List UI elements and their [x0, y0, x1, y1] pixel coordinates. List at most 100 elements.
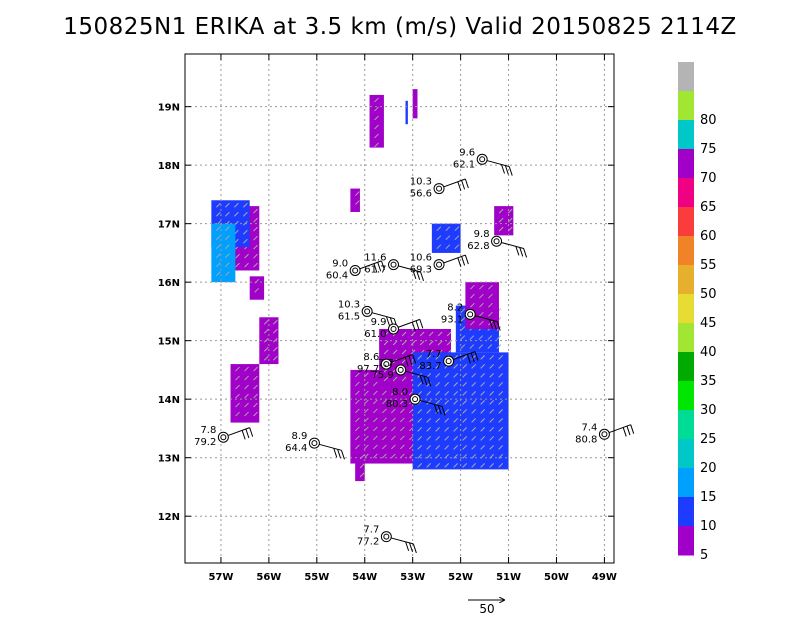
colorbar: 80 75 70 65 60 55 50 45 40 35 30 25 20 15 10 5 [678, 62, 717, 563]
colorbar-label: 10 [700, 519, 717, 534]
wind-vector [498, 418, 504, 423]
station: 10.361.5 [338, 299, 398, 328]
wind-vector [480, 409, 486, 414]
station-value: 60.4 [326, 270, 348, 281]
wind-vector [383, 349, 389, 355]
reference-label: 50 [479, 602, 494, 616]
wind-vector [453, 400, 459, 405]
wind-vector [470, 293, 475, 299]
station-symbol [380, 531, 392, 543]
y-tick-label: 16N [158, 278, 180, 289]
wind-vector [417, 427, 423, 432]
colorbar-label: 35 [700, 374, 717, 389]
wind-vector [444, 436, 450, 441]
wind-vector [471, 418, 477, 423]
wind-vector [478, 335, 484, 340]
colorbar-label: 75 [700, 142, 717, 157]
wind-barb-flag [470, 352, 475, 363]
wind-vector [253, 262, 258, 268]
wind-vector [428, 340, 434, 346]
wind-vector [462, 463, 468, 468]
colorbar-label: 50 [700, 287, 717, 302]
wind-vector [460, 335, 466, 340]
wind-vector [253, 217, 258, 223]
station: 8.964.4 [285, 431, 345, 460]
wind-vector [480, 427, 486, 432]
colorbar-swatch [678, 236, 694, 266]
plot-frame [184, 53, 615, 564]
wind-vector [374, 133, 379, 139]
wind-vector [444, 463, 450, 468]
station-speed: 9.6 [459, 147, 475, 158]
wind-barb-flag [630, 424, 635, 434]
station-speed: 10.3 [338, 299, 360, 310]
wind-vector [355, 408, 360, 414]
wind-vector [225, 211, 230, 217]
station-symbol-inner [220, 434, 227, 441]
wind-vector [426, 445, 432, 450]
station-speed: 9.0 [332, 258, 348, 269]
wind-vector [392, 349, 398, 355]
wind-vector [272, 319, 278, 325]
wind-vector [498, 436, 504, 441]
wind-vector [216, 202, 221, 208]
wind-vector [355, 200, 360, 205]
wind-vector [263, 355, 269, 361]
station-value: 77.2 [357, 537, 379, 548]
wind-barb-flag [420, 271, 425, 282]
wind-vector [373, 453, 378, 459]
wind-vector [243, 202, 248, 208]
wind-vector [480, 382, 486, 387]
wind-barb-flag [377, 262, 382, 272]
station-symbol [380, 358, 392, 370]
wind-vector [437, 340, 443, 346]
colorbar-swatch [678, 120, 694, 150]
wind-vector [383, 340, 389, 346]
wind-vector [470, 284, 475, 290]
wind-barb-flag [461, 256, 466, 266]
wind-vector [263, 319, 269, 325]
station-speed: 8.0 [392, 387, 408, 398]
wind-vector [478, 344, 484, 349]
wind-vector [445, 244, 451, 250]
wind-vector [410, 349, 416, 355]
wind-vector [244, 411, 249, 417]
wind-vector [417, 418, 423, 423]
wind-vector [417, 463, 423, 468]
wind-barb-flag [423, 375, 428, 386]
colorbar-label: 40 [700, 345, 717, 360]
station-symbol [476, 153, 488, 165]
wind-vector [488, 284, 493, 290]
y-tick-label: 17N [158, 220, 180, 231]
wind-vector [400, 426, 405, 432]
wind-vector [428, 331, 434, 337]
colorbar-swatch [678, 439, 694, 469]
colorbar-label: 20 [700, 461, 717, 476]
wind-vector [374, 124, 379, 130]
wind-barb-flag [340, 450, 345, 460]
wind-vector [374, 115, 379, 121]
wind-barb-flag [464, 178, 469, 189]
wind-vector [225, 202, 230, 208]
wind-vector [435, 373, 441, 378]
wind-barb-flag [492, 320, 497, 330]
wind-vector [373, 408, 378, 414]
wind-vector [235, 393, 240, 399]
wind-vector [460, 344, 466, 349]
x-tick-label: 53W [400, 572, 425, 583]
wind-vector [435, 391, 441, 396]
colorbar-swatch [678, 352, 694, 382]
station-symbol-inner [390, 325, 397, 332]
wind-vector [359, 472, 365, 478]
colorbar-label: 15 [700, 490, 717, 505]
wind-vector [480, 418, 486, 423]
y-tick-label: 15N [158, 337, 180, 348]
wind-vector [471, 463, 477, 468]
station-speed: 10.6 [410, 253, 432, 264]
station-speed: 7.7 [363, 525, 379, 536]
wind-vector [498, 355, 504, 360]
wind-vector [489, 463, 495, 468]
wind-vector [391, 408, 396, 414]
colorbar-swatch [678, 381, 694, 411]
wind-vector [471, 436, 477, 441]
